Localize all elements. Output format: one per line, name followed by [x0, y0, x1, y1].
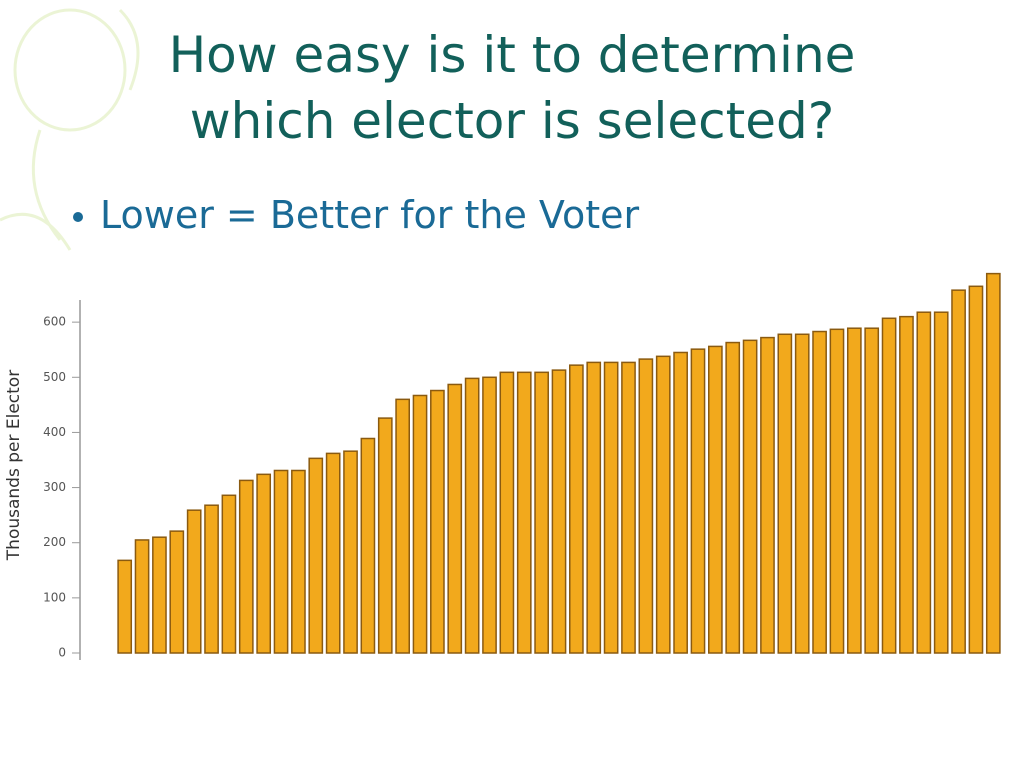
bar [343, 450, 358, 654]
bar [152, 536, 167, 654]
bar [499, 371, 515, 654]
bar [308, 457, 324, 654]
bar [777, 333, 793, 654]
bar [482, 376, 497, 654]
bar [447, 383, 463, 654]
bar [708, 345, 723, 654]
y-tick-label: 100 [43, 590, 66, 604]
bar [360, 437, 376, 654]
bar [395, 398, 410, 654]
y-tick-label: 600 [43, 315, 66, 329]
bar [377, 417, 393, 654]
bar [534, 371, 549, 654]
bar [464, 377, 480, 654]
y-axis-label: Thousands per Elector [4, 370, 24, 561]
bar [690, 348, 706, 654]
title-line: How easy is it to determine [169, 26, 856, 84]
bar [412, 394, 428, 654]
bar [586, 361, 602, 654]
y-tick-label: 500 [43, 370, 66, 384]
bar [829, 328, 845, 654]
bar [117, 559, 133, 654]
bar [760, 336, 775, 654]
bar [134, 539, 150, 654]
bar [325, 452, 341, 654]
y-tick-label: 300 [43, 480, 66, 494]
bar [186, 509, 202, 654]
bar [933, 311, 949, 654]
bar [968, 285, 984, 654]
bar [516, 371, 532, 654]
bar [551, 369, 567, 654]
bar [725, 341, 741, 654]
bar [430, 389, 445, 654]
bar [951, 289, 966, 654]
bar [169, 530, 185, 654]
bar [256, 473, 272, 654]
bar [846, 327, 862, 654]
y-tick-label: 0 [58, 646, 66, 660]
bar [621, 361, 636, 654]
bar [204, 504, 219, 654]
y-tick-label: 200 [43, 535, 66, 549]
decoration [0, 8, 140, 251]
bullet-text: Lower = Better for the Voter [100, 193, 640, 237]
bullet-dot [73, 212, 83, 222]
bar [985, 272, 1001, 654]
bar [742, 339, 758, 654]
y-tick-label: 400 [43, 425, 66, 439]
bar [238, 479, 254, 654]
bar [899, 315, 914, 654]
bar [603, 361, 619, 654]
bar [673, 351, 688, 654]
bar [638, 358, 654, 654]
bar [569, 364, 584, 654]
bar [812, 330, 827, 654]
bar [881, 317, 897, 654]
bar [273, 469, 289, 654]
bar [221, 494, 237, 654]
bar [794, 333, 810, 654]
bar [655, 355, 671, 654]
bar [291, 469, 306, 654]
title-line: which elector is selected? [190, 92, 835, 150]
bar [864, 327, 880, 654]
bar [916, 311, 932, 654]
